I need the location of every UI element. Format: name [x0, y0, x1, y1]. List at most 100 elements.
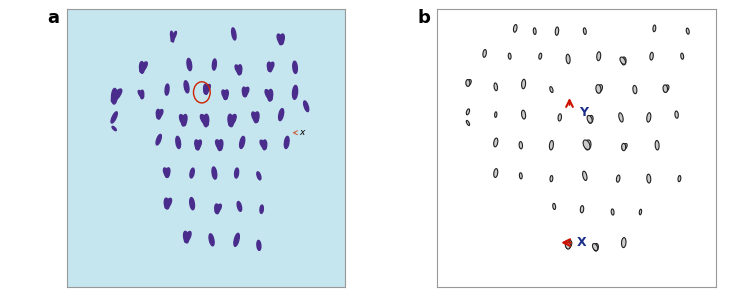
Ellipse shape	[494, 138, 498, 147]
Ellipse shape	[620, 57, 625, 64]
Ellipse shape	[166, 168, 170, 177]
Ellipse shape	[555, 27, 559, 35]
Text: Y: Y	[579, 106, 588, 119]
Ellipse shape	[646, 113, 651, 122]
Ellipse shape	[522, 79, 525, 89]
Ellipse shape	[209, 234, 214, 246]
Ellipse shape	[583, 140, 590, 149]
Ellipse shape	[171, 31, 174, 42]
Ellipse shape	[293, 61, 297, 73]
Ellipse shape	[140, 62, 144, 73]
Ellipse shape	[224, 90, 228, 99]
Ellipse shape	[141, 90, 144, 99]
Ellipse shape	[260, 140, 266, 149]
Ellipse shape	[508, 53, 511, 59]
Ellipse shape	[140, 62, 147, 72]
Ellipse shape	[653, 25, 655, 32]
Ellipse shape	[229, 115, 236, 126]
Ellipse shape	[231, 28, 236, 40]
Ellipse shape	[237, 65, 242, 75]
Ellipse shape	[181, 115, 187, 126]
Ellipse shape	[647, 174, 651, 183]
Ellipse shape	[138, 91, 144, 98]
Ellipse shape	[581, 206, 584, 213]
Ellipse shape	[277, 34, 283, 44]
Ellipse shape	[243, 87, 249, 96]
Ellipse shape	[184, 231, 191, 242]
Ellipse shape	[622, 144, 627, 150]
Ellipse shape	[111, 89, 122, 102]
Ellipse shape	[268, 62, 272, 72]
Ellipse shape	[279, 34, 284, 45]
Ellipse shape	[234, 233, 240, 246]
Ellipse shape	[195, 140, 200, 150]
Ellipse shape	[171, 31, 176, 41]
Ellipse shape	[165, 198, 172, 208]
Ellipse shape	[157, 110, 163, 118]
Ellipse shape	[566, 240, 572, 249]
Ellipse shape	[519, 141, 522, 149]
Ellipse shape	[215, 204, 219, 214]
Ellipse shape	[550, 141, 553, 150]
Ellipse shape	[584, 28, 586, 34]
Ellipse shape	[558, 114, 562, 121]
Ellipse shape	[279, 109, 284, 120]
Ellipse shape	[565, 240, 570, 249]
Ellipse shape	[203, 84, 208, 94]
Ellipse shape	[163, 168, 169, 177]
Ellipse shape	[156, 134, 161, 145]
Ellipse shape	[618, 113, 623, 122]
Ellipse shape	[466, 120, 469, 126]
Ellipse shape	[550, 87, 553, 93]
Ellipse shape	[284, 136, 289, 149]
Ellipse shape	[187, 58, 192, 71]
Ellipse shape	[466, 80, 471, 86]
Ellipse shape	[483, 49, 486, 57]
Ellipse shape	[621, 238, 626, 247]
Ellipse shape	[640, 209, 642, 215]
Ellipse shape	[228, 114, 234, 127]
Ellipse shape	[466, 109, 469, 115]
Ellipse shape	[254, 112, 259, 123]
Ellipse shape	[212, 59, 216, 70]
Ellipse shape	[611, 209, 614, 215]
Ellipse shape	[268, 62, 274, 71]
Ellipse shape	[587, 115, 592, 123]
Ellipse shape	[215, 204, 222, 213]
Ellipse shape	[240, 136, 245, 148]
Ellipse shape	[262, 140, 267, 150]
Ellipse shape	[533, 28, 536, 34]
Ellipse shape	[594, 244, 599, 251]
Ellipse shape	[539, 53, 542, 59]
Ellipse shape	[494, 169, 497, 178]
Ellipse shape	[596, 85, 603, 93]
Ellipse shape	[583, 171, 587, 181]
Ellipse shape	[176, 136, 181, 149]
Ellipse shape	[663, 85, 668, 92]
Ellipse shape	[204, 84, 210, 94]
Ellipse shape	[260, 205, 263, 213]
Ellipse shape	[596, 85, 601, 93]
Ellipse shape	[212, 167, 217, 179]
Ellipse shape	[218, 140, 223, 151]
Ellipse shape	[200, 115, 209, 126]
Ellipse shape	[243, 87, 246, 97]
Ellipse shape	[252, 112, 258, 122]
Ellipse shape	[678, 176, 681, 182]
Ellipse shape	[553, 203, 556, 210]
Text: x: x	[299, 128, 305, 137]
Ellipse shape	[675, 111, 678, 118]
Ellipse shape	[686, 28, 689, 34]
Ellipse shape	[466, 80, 470, 86]
Ellipse shape	[519, 173, 522, 179]
Ellipse shape	[190, 197, 194, 210]
Ellipse shape	[156, 110, 161, 119]
Ellipse shape	[550, 176, 553, 182]
Ellipse shape	[616, 175, 620, 182]
Ellipse shape	[112, 126, 116, 131]
Ellipse shape	[257, 172, 261, 180]
Ellipse shape	[585, 140, 591, 150]
Ellipse shape	[184, 231, 188, 243]
Ellipse shape	[513, 25, 517, 32]
Ellipse shape	[494, 112, 497, 118]
